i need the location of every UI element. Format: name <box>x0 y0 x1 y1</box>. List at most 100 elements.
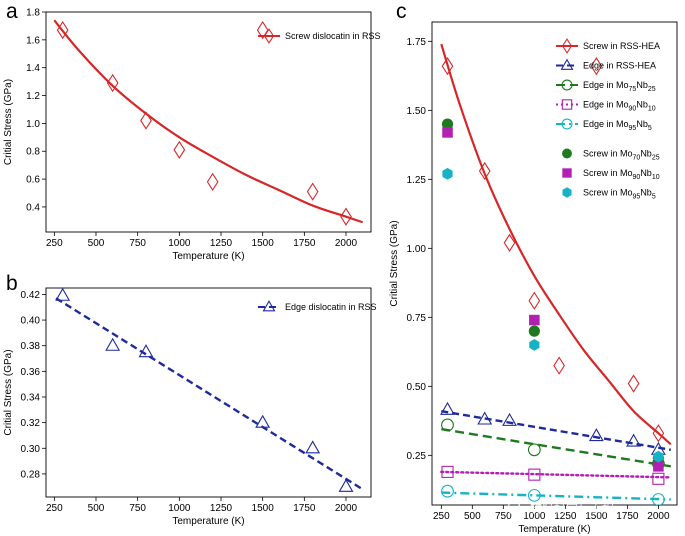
legend-subscript: 25 <box>648 86 656 93</box>
data-point-2-3 <box>441 465 454 478</box>
data-point-0-0 <box>106 73 119 93</box>
y-tick-label: 0.38 <box>21 341 41 352</box>
data-point-2-0 <box>503 233 516 252</box>
x-tick-label: 1750 <box>293 238 316 249</box>
data-point-2-7 <box>653 450 664 463</box>
x-tick-label: 1500 <box>252 503 275 514</box>
x-tick-label: 1250 <box>554 511 577 522</box>
x-tick-label: 250 <box>433 511 450 522</box>
plot-area <box>55 288 364 492</box>
data-point-2-0 <box>478 161 491 181</box>
y-tick-label: 1.2 <box>26 91 40 102</box>
x-tick-label: 750 <box>129 238 146 249</box>
y-tick-label: 1.50 <box>407 106 427 117</box>
x-tick-label: 1500 <box>252 238 275 249</box>
y-tick-label: 1.0 <box>26 119 40 130</box>
x-tick-label: 2000 <box>335 238 358 249</box>
y-tick-label: 1.25 <box>407 175 427 186</box>
legend-marker <box>561 99 573 110</box>
x-tick-label: 250 <box>46 238 63 249</box>
legend-marker <box>561 118 573 130</box>
data-point-1-0 <box>55 288 71 301</box>
x-tick-label: 2000 <box>647 511 670 522</box>
y-tick-label: 0.50 <box>407 382 427 393</box>
x-tick-label: 750 <box>129 503 146 514</box>
plot-frame <box>45 287 372 498</box>
panel-letter-a: a <box>6 0 18 23</box>
data-point-0-0 <box>140 111 152 130</box>
panel-c: c 250 500 750 1000 1250 1500 1750 2000 0.25 0.50 0.… <box>389 0 678 535</box>
legend-marker <box>562 168 572 178</box>
data-point-2-0 <box>652 424 665 443</box>
legend-marker <box>263 28 275 44</box>
data-point-2-0 <box>528 291 541 310</box>
y-tick-label: 0.28 <box>21 469 41 480</box>
data-point-0-0 <box>340 207 352 226</box>
data-point-2-6 <box>529 314 540 326</box>
fit-line-2-4 <box>441 491 671 501</box>
data-point-2-7 <box>442 167 453 180</box>
data-point-0-0 <box>306 182 319 201</box>
x-axis-label: Temperature (K) <box>172 516 244 527</box>
legend: Edge dislocatin in RSS <box>258 300 377 312</box>
data-point-2-1 <box>477 411 493 425</box>
legend-subscript: 90 <box>633 174 641 181</box>
y-tick-label: 0.42 <box>21 290 41 301</box>
fit-line-2-0 <box>440 43 672 446</box>
x-tick-label: 250 <box>46 503 63 514</box>
data-point-2-4 <box>527 488 541 502</box>
legend-label-part: Screw in Mo <box>583 149 633 159</box>
data-point-0-0 <box>206 172 219 192</box>
legend-subscript: 75 <box>629 86 637 93</box>
data-point-0-0 <box>56 20 69 40</box>
legend-label-part: Nb <box>640 188 652 198</box>
data-point-2-0 <box>590 57 603 76</box>
data-point-2-6 <box>653 461 664 472</box>
x-tick-label: 2000 <box>335 503 358 514</box>
watermark: 材料科学与工程 <box>507 500 614 518</box>
x-tick-label: 1500 <box>585 511 608 522</box>
legend-label: Edge in RSS-HEA <box>583 61 656 71</box>
legend-label: Screw in Mo70Nb25 <box>583 149 660 162</box>
legend-subscript: 5 <box>652 194 656 201</box>
legend-subscript: 10 <box>648 106 656 113</box>
fit-line-0-0 <box>53 19 364 224</box>
data-point-2-5 <box>528 325 540 337</box>
legend-label: Edge in Mo90Nb10 <box>583 100 656 113</box>
data-point-2-6 <box>442 127 453 138</box>
y-axis-label: Critial Stress (GPa) <box>3 349 14 435</box>
y-tick-label: 0.6 <box>26 175 40 186</box>
data-point-2-1 <box>588 428 604 442</box>
data-point-2-7 <box>529 339 540 351</box>
legend-subscript: 10 <box>652 174 660 181</box>
legend-label-part: Screw in Mo <box>583 168 633 178</box>
data-point-2-1 <box>626 433 642 447</box>
x-tick-label: 500 <box>88 238 105 249</box>
legend: Screw dislocatin in RSS <box>258 28 381 44</box>
y-tick-label: 0.4 <box>26 202 40 213</box>
x-tick-label: 500 <box>464 511 481 522</box>
panel-a: a 250 500 750 1000 1250 1500 1750 2000 0.4 0.6 0.8 1… <box>3 0 381 262</box>
y-tick-label: 0.40 <box>21 316 41 327</box>
data-point-1-0 <box>338 478 354 492</box>
legend-subscript: 70 <box>633 155 641 162</box>
legend-subscript: 95 <box>633 194 641 201</box>
legend-marker <box>562 148 572 159</box>
data-point-2-0 <box>441 57 454 76</box>
data-point-1-0 <box>255 414 271 428</box>
panel-letter-b: b <box>6 272 18 295</box>
data-point-2-3 <box>652 472 665 485</box>
plot-area <box>53 19 364 226</box>
data-point-2-0 <box>627 374 640 393</box>
x-tick-label: 1000 <box>168 503 191 514</box>
legend-subscript: 95 <box>629 125 637 132</box>
legend-marker <box>562 187 572 198</box>
x-tick-label: 1750 <box>616 511 639 522</box>
legend-label-part: Screw in Mo <box>583 188 633 198</box>
x-axis-label: Temperature (K) <box>172 251 244 262</box>
x-tick-label: 1250 <box>210 503 233 514</box>
watermark-icon <box>507 501 521 515</box>
data-point-2-2 <box>527 443 541 457</box>
legend-marker <box>560 58 574 70</box>
